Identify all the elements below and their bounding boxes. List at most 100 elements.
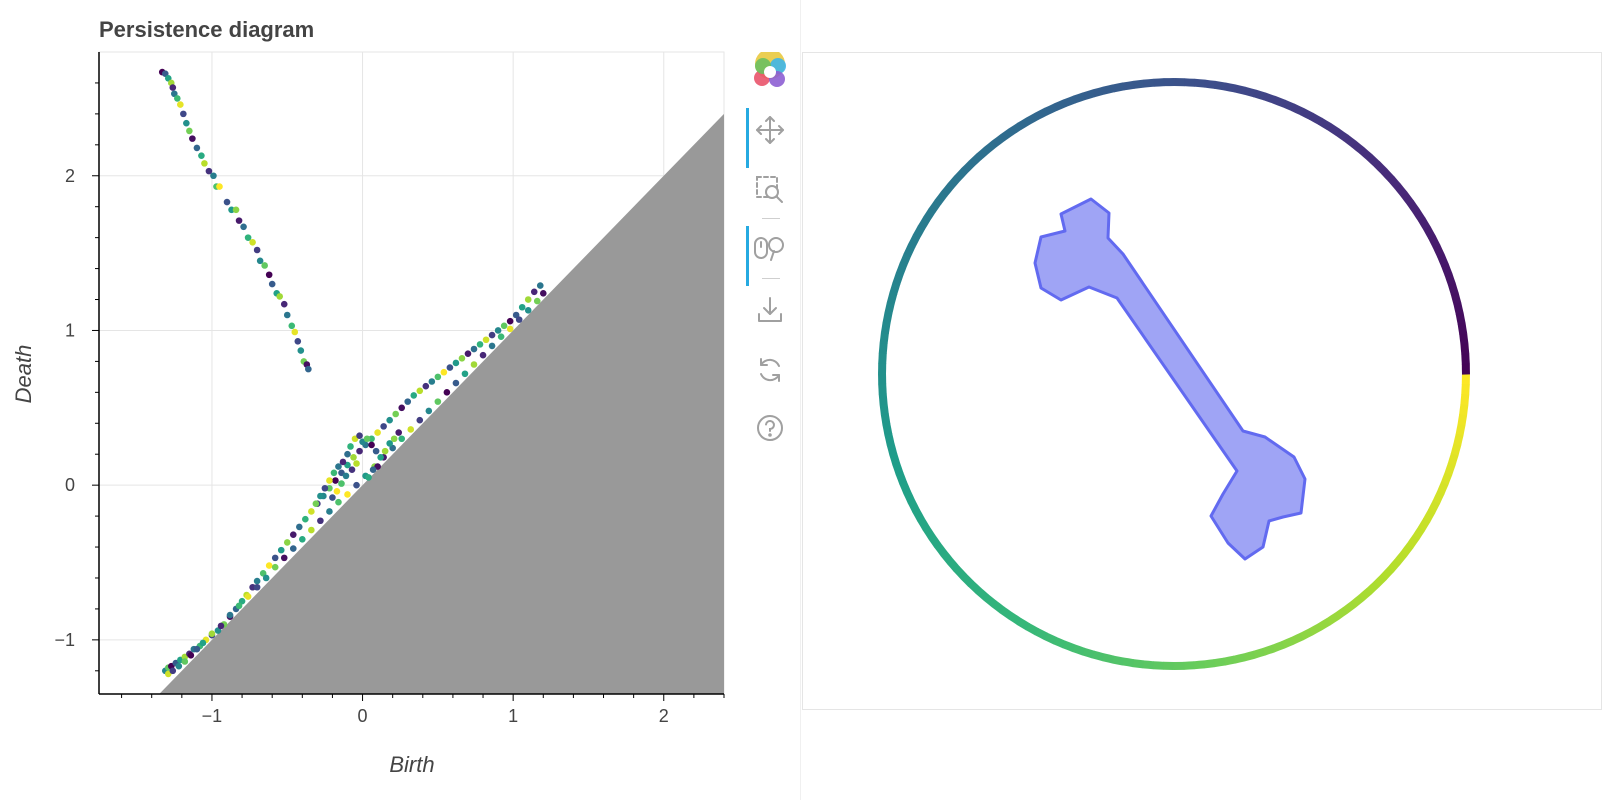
wheel-zoom-tool[interactable] [746, 226, 792, 286]
ring-segment [917, 216, 931, 231]
box-zoom-tool[interactable] [748, 168, 792, 212]
persistence-point [425, 407, 433, 415]
ring-segment [1299, 628, 1313, 641]
reset-tool[interactable] [748, 348, 792, 392]
ring-segment [947, 558, 961, 572]
colored-ring-plot [878, 78, 1470, 670]
ring-segment [1223, 82, 1236, 93]
ring-segment [1044, 103, 1058, 116]
y-tick-label: 2 [65, 166, 75, 186]
ring-segment [886, 292, 898, 305]
ring-segment [892, 462, 904, 476]
persistence-plot[interactable]: Persistence diagram −1 0 1 2 −1 0 1 2 Birth Dea… [0, 0, 744, 800]
ring-segment [1460, 393, 1470, 406]
persistence-point [416, 387, 424, 395]
ring-segment [917, 517, 930, 531]
persistence-point [497, 333, 505, 340]
persistence-point [280, 554, 288, 562]
persistence-point [276, 293, 284, 300]
ring-segment [1334, 128, 1349, 142]
y-axis-label: Death [11, 345, 36, 404]
ring-segment [1373, 161, 1388, 175]
ring-segment [1193, 660, 1205, 670]
ring-segment [1034, 627, 1048, 640]
plot-title: Persistence diagram [99, 17, 314, 42]
ring-segment [889, 452, 901, 466]
persistence-point [368, 441, 375, 449]
persistence-point [368, 435, 375, 443]
persistence-point [506, 325, 514, 333]
ring-segment [889, 282, 901, 295]
persistence-point [524, 296, 532, 303]
ring-panel[interactable] [802, 52, 1602, 710]
ring-segment [1457, 413, 1468, 426]
ring-segment [1394, 183, 1408, 198]
ring-segment [961, 160, 975, 175]
persistence-point [380, 423, 387, 430]
ring-segment [975, 587, 989, 601]
ring-segment [1366, 581, 1380, 595]
ring-segment [1290, 632, 1304, 645]
persistence-point [262, 574, 270, 582]
persistence-point [395, 429, 403, 436]
persistence-point [265, 562, 273, 569]
save-tool[interactable] [748, 288, 792, 332]
persistence-point [440, 368, 448, 376]
persistence-point [232, 206, 240, 214]
ring-segment [1455, 423, 1466, 436]
ring-segment [908, 234, 921, 248]
ring-segment [892, 272, 904, 286]
persistence-point [356, 447, 363, 455]
persistence-point [518, 303, 526, 311]
ring-segment [879, 332, 889, 345]
ring-segment [1317, 618, 1331, 631]
persistence-point [488, 331, 496, 339]
ring-segment [1447, 453, 1459, 466]
ring-segment [1008, 122, 1022, 136]
persistence-point [515, 316, 523, 323]
persistence-point [377, 454, 384, 461]
ring-segment [1453, 302, 1464, 315]
persistence-point [500, 322, 508, 330]
y-tick-label: 1 [65, 320, 75, 340]
ring-segment [1459, 403, 1469, 416]
persistence-point [434, 373, 442, 381]
ring-segment [1412, 526, 1425, 540]
ring-segment [1358, 587, 1372, 601]
ring-segment [1406, 534, 1420, 549]
ring-segment [1440, 472, 1453, 486]
ring-segment [1271, 640, 1285, 653]
persistence-point [530, 288, 538, 296]
ring-segment [928, 534, 942, 548]
persistence-point [392, 410, 399, 418]
persistence-point [488, 342, 496, 350]
persistence-point [494, 327, 502, 334]
bokeh-logo[interactable] [748, 50, 792, 94]
persistence-point [180, 110, 187, 118]
persistence-point [174, 95, 181, 102]
persistence-point [335, 463, 342, 470]
persistence-point [536, 282, 544, 289]
persistence-point [305, 365, 312, 373]
ring-segment [1459, 332, 1469, 345]
ring-segment [991, 600, 1005, 614]
pan-tool[interactable] [746, 108, 792, 168]
persistence-point [416, 416, 424, 424]
help-tool[interactable] [748, 406, 792, 450]
ring-segment [1400, 543, 1414, 557]
ring-segment [1281, 99, 1295, 112]
ring-segment [1326, 612, 1340, 626]
ring-segment [1387, 176, 1401, 190]
persistence-point [390, 435, 398, 443]
persistence-point [235, 602, 243, 610]
persistence-point [386, 440, 393, 447]
wheel-zoom-icon [754, 237, 784, 261]
ring-segment [1281, 637, 1295, 649]
persistence-point [299, 536, 306, 543]
ring-segment [1406, 200, 1420, 214]
persistence-point [183, 119, 190, 127]
ring-segment [1102, 84, 1115, 95]
persistence-point [271, 554, 279, 562]
persistence-point [317, 492, 324, 500]
ring-segment [1017, 117, 1031, 130]
